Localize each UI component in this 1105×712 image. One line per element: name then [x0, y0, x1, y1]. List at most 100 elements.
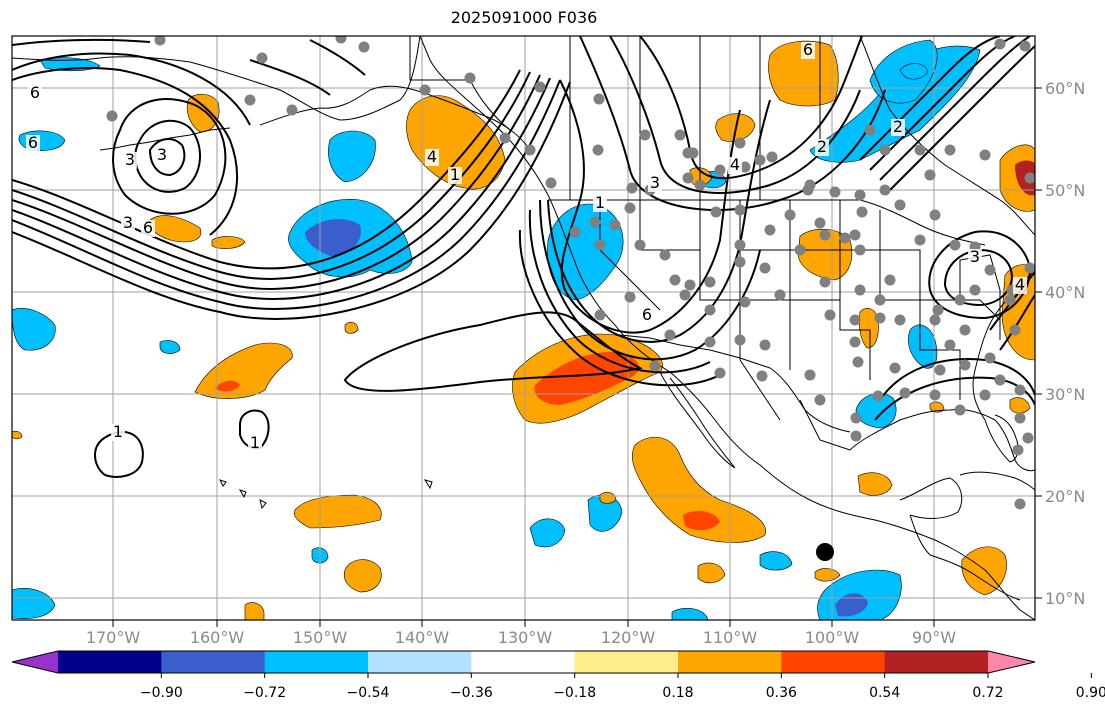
orange-area-atlantic — [1009, 397, 1031, 414]
border-states-5 — [789, 200, 871, 380]
lat-lon-grid — [12, 36, 1035, 620]
station-marker — [959, 359, 971, 371]
darkblue-area-gulf-of-alaska — [305, 219, 361, 257]
svg-text:1: 1 — [595, 193, 605, 212]
station-marker — [849, 229, 861, 241]
coastline-alaska-south — [259, 85, 531, 151]
station-marker — [694, 179, 706, 191]
station-marker — [764, 224, 776, 236]
contour-label: 3 — [123, 150, 137, 169]
contour-label: 3 — [121, 213, 135, 232]
contour-label: 6 — [141, 218, 155, 237]
contour-label: 3 — [155, 145, 169, 164]
orange-area-gulf — [857, 472, 893, 496]
station-marker — [754, 154, 766, 166]
colorbar-tick-label: −0.54 — [347, 685, 390, 701]
contour-trough-4 — [528, 209, 711, 374]
contour-label: 6 — [801, 40, 815, 59]
contour-aleutian-low-3 — [148, 138, 186, 177]
svg-text:3: 3 — [125, 150, 135, 169]
svg-text:6: 6 — [642, 305, 652, 324]
station-marker — [849, 314, 861, 326]
orange-area-caribbean — [961, 546, 1007, 596]
orange-area-mexico-coast — [631, 436, 766, 543]
station-marker — [710, 206, 722, 218]
orange-area-pacific-south2 — [343, 559, 382, 593]
station-marker — [649, 360, 661, 372]
station-marker — [679, 289, 691, 301]
station-marker — [739, 161, 751, 173]
svg-text:4: 4 — [1015, 275, 1025, 294]
contour-label: 2 — [815, 137, 829, 156]
blue-area-pacific-sw — [12, 588, 56, 619]
station-marker — [894, 314, 906, 326]
contour-label: 4 — [1013, 275, 1027, 294]
coastline-east-canada — [859, 36, 1035, 236]
contour-line-4 — [12, 77, 551, 300]
lat-label: 10°N — [1045, 589, 1085, 608]
contour-line-6 — [12, 81, 571, 320]
contour-east-right-2 — [999, 294, 1035, 351]
station-marker — [734, 239, 746, 251]
coastline-north-america — [419, 36, 1035, 620]
contour-line-1 — [12, 69, 521, 270]
station-marker — [358, 41, 370, 53]
station-marker — [994, 38, 1006, 50]
station-marker — [464, 72, 476, 84]
lon-label: 120°W — [601, 628, 656, 647]
station-marker — [734, 334, 746, 346]
highlight-marker — [816, 543, 834, 561]
red-area-baja — [534, 351, 639, 405]
contour-southeast — [879, 358, 1035, 401]
station-marker — [1012, 444, 1024, 456]
station-marker — [819, 276, 831, 288]
contour-aleutian-low — [112, 98, 227, 215]
lat-label: 60°N — [1045, 79, 1085, 98]
station-marker — [704, 276, 716, 288]
station-marker — [639, 129, 651, 141]
blue-area-pacific-mid3 — [759, 551, 793, 571]
station-marker — [929, 389, 941, 401]
lon-label: 170°W — [86, 628, 141, 647]
border-mexico-states — [739, 359, 851, 451]
station-marker — [854, 244, 866, 256]
station-marker — [569, 226, 581, 238]
station-marker — [1009, 324, 1021, 336]
svg-text:3: 3 — [123, 213, 133, 232]
orange-area-texas-small — [858, 307, 879, 349]
svg-text:3: 3 — [157, 145, 167, 164]
colorbar-tick-label: −0.90 — [140, 685, 183, 701]
colorbar-tick-label: −0.18 — [553, 685, 596, 701]
orange-area-mexico-tiny3 — [599, 491, 617, 504]
anomaly-shading — [12, 39, 1035, 620]
station-marker — [929, 314, 941, 326]
station-marker — [756, 370, 768, 382]
contour-trough-1 — [559, 79, 741, 334]
colorbar-tick-label: 0.18 — [662, 685, 693, 701]
station-marker — [626, 182, 638, 194]
blue-area-pacific-small3 — [671, 607, 709, 620]
station-marker — [889, 362, 901, 374]
contour-nw-1 — [12, 38, 151, 46]
station-marker — [932, 304, 944, 316]
station-marker — [879, 184, 891, 196]
coastline-hawaii-3 — [219, 479, 227, 487]
colorbar-extend-high — [988, 651, 1035, 673]
colorbar-segment — [884, 651, 989, 673]
svg-text:1: 1 — [113, 422, 123, 441]
station-marker — [1024, 172, 1035, 184]
lon-label: 140°W — [395, 628, 450, 647]
coastline-island-tiny — [423, 479, 433, 490]
station-marker — [929, 209, 941, 221]
station-marker — [944, 144, 956, 156]
station-marker — [1014, 498, 1026, 510]
station-marker — [624, 202, 636, 214]
blue-area-ak-pen — [328, 130, 376, 183]
colorbar-segment — [368, 651, 472, 673]
station-marker — [684, 279, 696, 291]
lon-label: 160°W — [190, 628, 245, 647]
station-marker — [659, 249, 671, 261]
station-marker — [914, 144, 926, 156]
map-frame — [11, 35, 1036, 621]
station-marker — [874, 294, 886, 306]
